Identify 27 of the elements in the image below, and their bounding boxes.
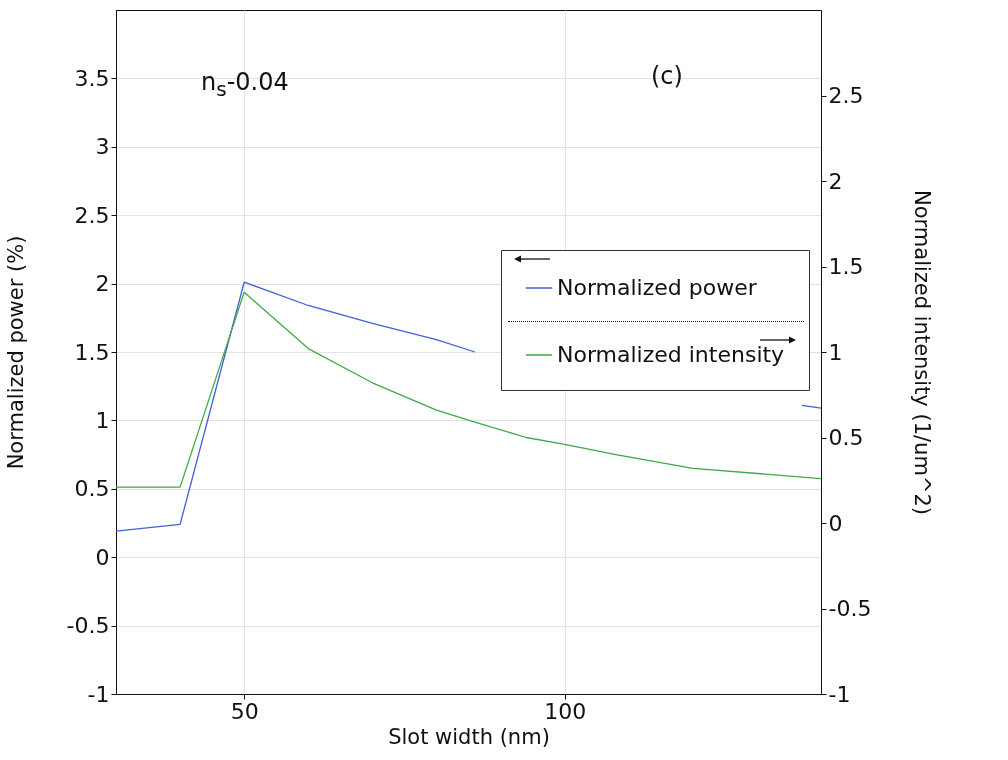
y2-axis-title: Normalized intensity (1/um^2) — [910, 189, 935, 516]
x-axis-title: Slot width (nm) — [388, 724, 550, 749]
y2-tick-label: 2 — [828, 168, 843, 194]
legend-label: Normalized intensity — [557, 342, 785, 367]
annotation: n$_{s}$-0.04 — [201, 68, 289, 101]
y-tick-label: -1 — [87, 681, 110, 707]
y2-tick-label: -0.5 — [828, 596, 872, 621]
y-tick-label: 3 — [95, 134, 110, 160]
y-tick-label: 2 — [95, 271, 110, 297]
y-tick-label: -0.5 — [66, 613, 110, 639]
y2-tick-label: 0.5 — [828, 425, 864, 450]
y-tick-label: 1 — [95, 407, 110, 433]
x-tick-label: 100 — [544, 698, 587, 724]
y-axis-title: Normalized power (%) — [3, 235, 28, 470]
y2-tick-label: 1 — [828, 339, 843, 365]
y2-tick-label: 1.5 — [828, 254, 864, 279]
y2-tick-label: 0 — [828, 510, 843, 536]
y-tick-label: 0 — [95, 544, 110, 570]
y2-tick-label: -1 — [828, 681, 851, 707]
y-tick-label: 1.5 — [74, 339, 110, 365]
y-tick-label: 3.5 — [74, 65, 110, 91]
annotation: (c) — [651, 62, 683, 90]
y2-tick-label: 2.5 — [828, 83, 864, 108]
legend-label: Normalized power — [557, 275, 758, 300]
y-tick-label: 2.5 — [74, 202, 110, 228]
y-tick-label: 0.5 — [74, 476, 110, 502]
x-tick-label: 50 — [230, 698, 259, 724]
